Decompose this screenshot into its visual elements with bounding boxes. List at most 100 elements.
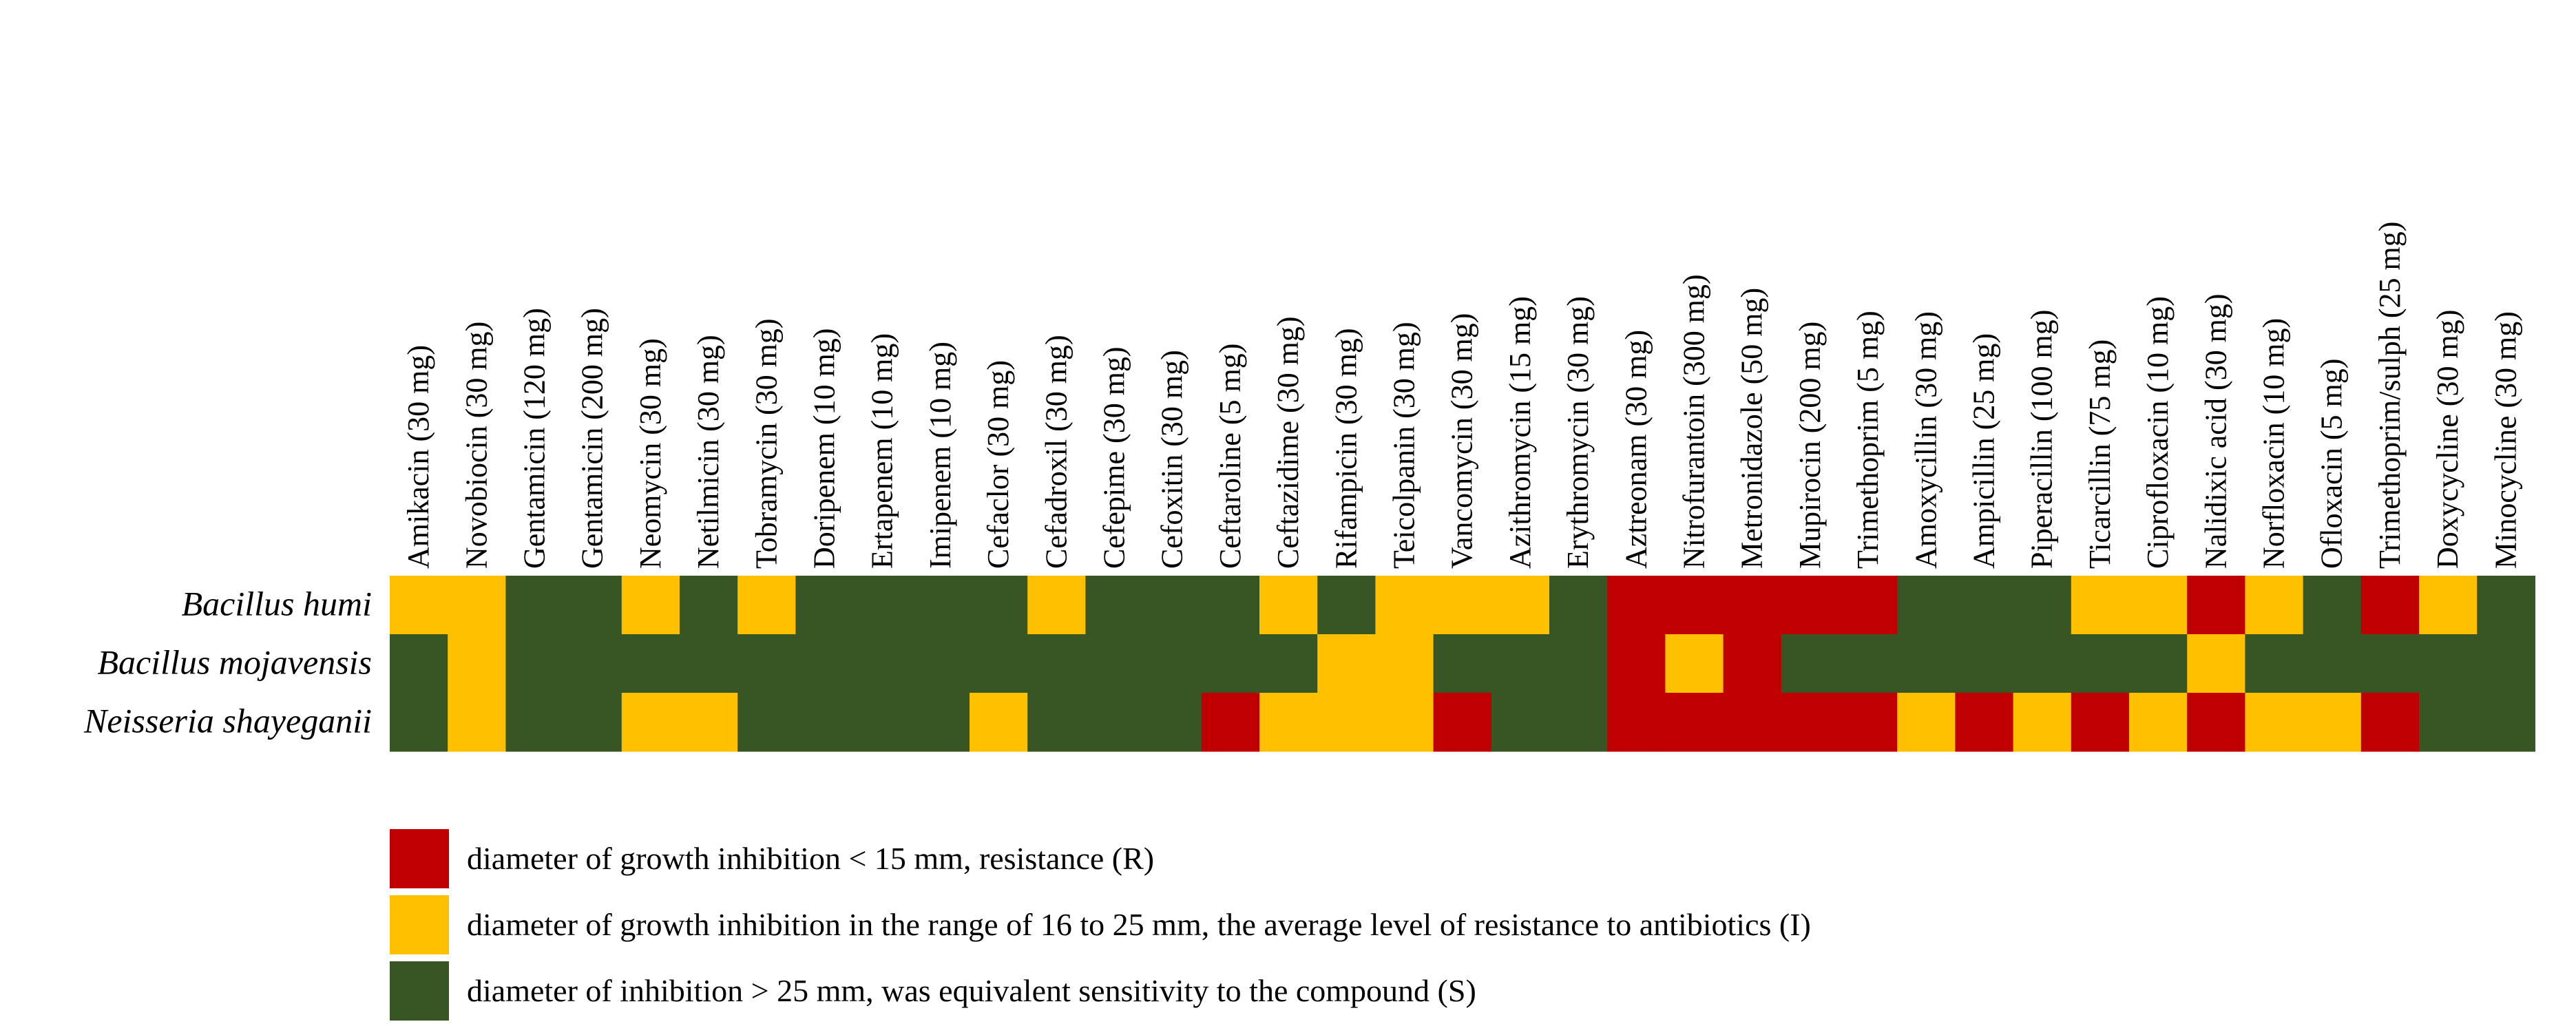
cell-2-34 [2303,634,2362,693]
cell-1-29 [2013,576,2072,635]
cell-3-29 [2013,693,2072,752]
antibiotic-label: Rifampicin (30 mg) [1329,328,1363,569]
cell-1-3 [505,576,565,635]
cell-1-20 [1491,576,1550,635]
cell-1-37 [2477,576,2535,635]
cell-2-18 [1375,634,1434,693]
cell-3-8 [795,693,855,752]
cell-2-11 [970,634,1028,693]
cell-3-14 [1143,693,1202,752]
cell-1-4 [563,576,622,635]
cell-3-20 [1491,693,1550,752]
antibiotic-label: Piperacillin (100 mg) [2025,310,2059,569]
cell-2-15 [1201,634,1260,693]
cell-3-5 [621,693,680,752]
antibiotic-label: Doxycycline (30 mg) [2431,310,2464,569]
cell-3-32 [2187,693,2245,752]
organism-labels: Bacillus humi Bacillus mojavensis Neisseri… [83,585,372,740]
cell-3-26 [1839,693,1898,752]
legend-label-I: diameter of growth inhibition in the ran… [467,907,1811,942]
cell-3-1 [390,693,448,752]
cell-1-36 [2419,576,2478,635]
cell-3-34 [2303,693,2362,752]
antibiotic-label: Amikacin (30 mg) [401,345,435,569]
cell-2-1 [390,634,448,693]
cell-1-23 [1665,576,1724,635]
cell-1-16 [1259,576,1318,635]
cell-2-8 [795,634,855,693]
cell-1-12 [1027,576,1086,635]
cell-2-6 [680,634,738,693]
antibiotic-label: Ciprofloxacin (10 mg) [2141,296,2175,569]
antibiotic-label: Teicolpanin (30 mg) [1388,322,1421,569]
antibiotic-label: Minocycline (30 mg) [2489,311,2522,569]
antibiotic-label: Cefoxitin (30 mg) [1155,350,1189,569]
organism-label: Bacillus mojavensis [97,643,372,682]
cell-2-37 [2477,634,2535,693]
cell-3-31 [2129,693,2188,752]
antibiotic-label: Metronidazole (50 mg) [1735,288,1769,569]
cell-2-7 [737,634,796,693]
cell-3-21 [1549,693,1608,752]
antibiotic-label: Ticarcillin (75 mg) [2083,339,2117,569]
cell-2-3 [505,634,565,693]
cell-3-16 [1259,693,1318,752]
antibiotic-label: Erythromycin (30 mg) [1561,296,1595,569]
cell-1-27 [1897,576,1956,635]
cell-2-29 [2013,634,2072,693]
cell-3-33 [2245,693,2304,752]
cell-3-3 [505,693,565,752]
antibiotic-label: Gentamicin (120 mg) [518,308,552,569]
antibiotic-label: Gentamicin (200 mg) [576,308,609,569]
cell-3-35 [2360,693,2420,752]
cell-3-18 [1375,693,1434,752]
antibiotic-label: Amoxycillin (30 mg) [1909,311,1943,569]
antibiotic-label: Netilmicin (30 mg) [691,335,725,569]
cell-2-20 [1491,634,1550,693]
antibiotic-label: Ceftazidime (30 mg) [1271,316,1305,569]
cell-3-6 [680,693,738,752]
antibiotic-label: Neomycin (30 mg) [633,338,667,569]
cell-2-13 [1085,634,1144,693]
cell-2-35 [2360,634,2420,693]
cell-1-1 [390,576,448,635]
cell-3-37 [2477,693,2535,752]
cell-1-18 [1375,576,1434,635]
cell-2-22 [1607,634,1666,693]
antibiotic-label: Novobiocin (30 mg) [459,322,493,569]
legend-swatch-R [390,829,449,888]
cell-2-33 [2245,634,2304,693]
cell-3-15 [1201,693,1260,752]
cell-3-11 [970,693,1028,752]
cell-2-4 [563,634,622,693]
cell-2-26 [1839,634,1898,693]
cell-1-10 [911,576,970,635]
cell-1-28 [1955,576,2014,635]
cell-3-28 [1955,693,2014,752]
antibiotic-label: Ertapenem (10 mg) [866,333,899,569]
cell-2-19 [1433,634,1492,693]
antibiotic-label: Vancomycin (30 mg) [1445,313,1479,569]
cell-2-24 [1723,634,1782,693]
cell-2-25 [1781,634,1840,693]
legend-label-S: diameter of inhibition > 25 mm, was equi… [467,973,1476,1008]
cell-1-17 [1317,576,1376,635]
legend-label-R: diameter of growth inhibition < 15 mm, r… [467,841,1154,876]
antibiotic-label: Doripenem (10 mg) [808,328,841,569]
cell-3-4 [563,693,622,752]
antibiotic-label: Nitrofurantoin (300 mg) [1677,274,1711,569]
cell-1-32 [2187,576,2245,635]
cell-3-36 [2419,693,2478,752]
antibiotic-label: Cefepime (30 mg) [1098,346,1131,569]
antibiotic-label: Aztreonam (30 mg) [1619,330,1653,569]
cell-2-9 [853,634,912,693]
antibiotic-label: Nalidixic acid (30 mg) [2199,293,2232,569]
cell-3-9 [853,693,912,752]
cell-2-5 [621,634,680,693]
cell-3-12 [1027,693,1086,752]
cell-1-21 [1549,576,1608,635]
cell-2-2 [448,634,506,693]
cell-2-31 [2129,634,2188,693]
antibiotic-label: Cefaclor (30 mg) [981,360,1015,569]
